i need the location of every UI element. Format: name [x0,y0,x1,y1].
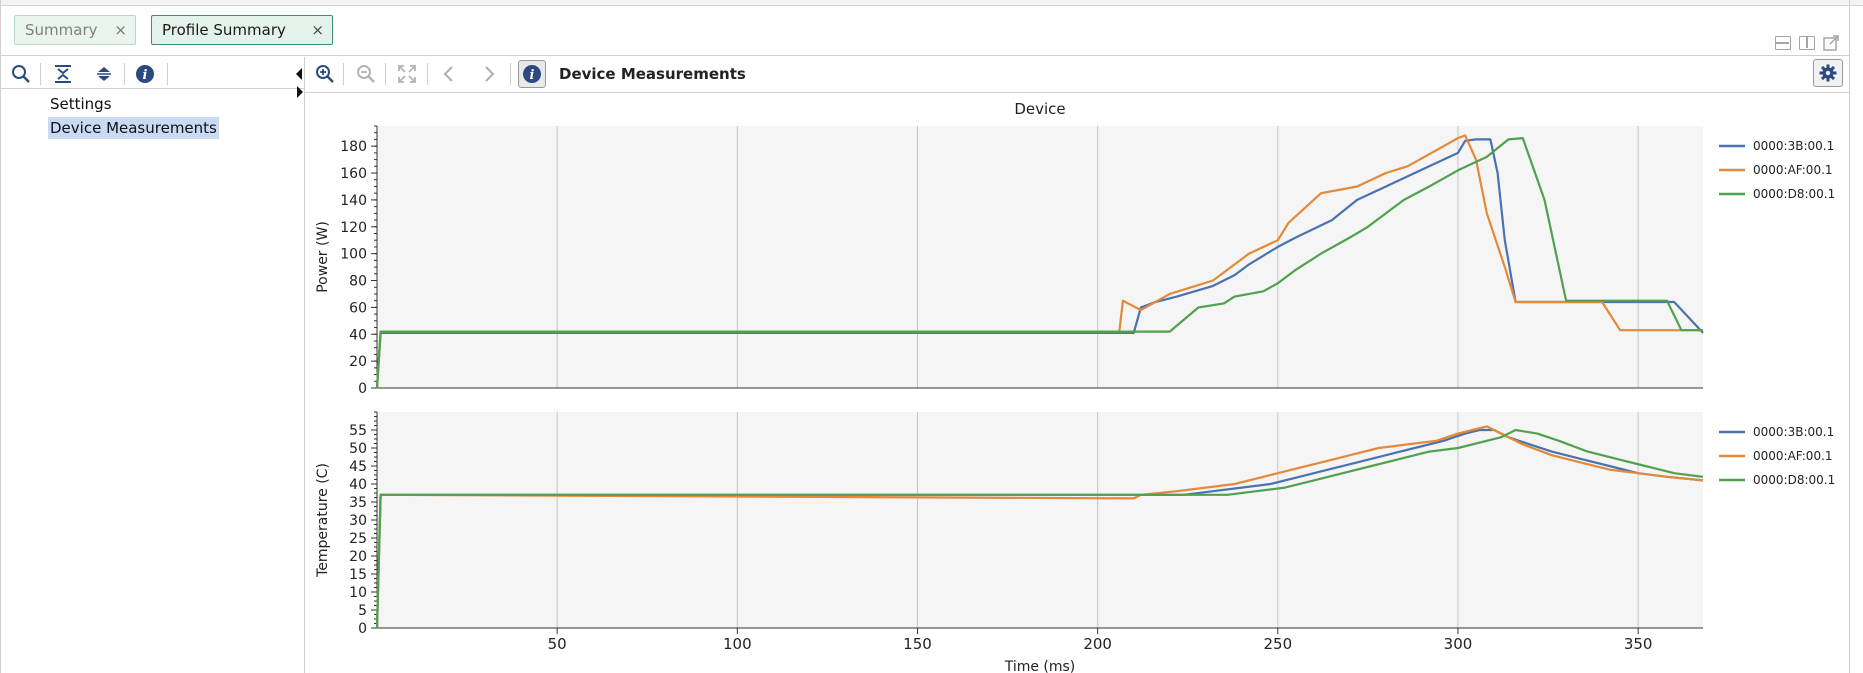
tab-profile-summary[interactable]: Profile Summary × [151,15,333,45]
tab-profile-summary-label: Profile Summary [162,21,286,39]
y-tick-label-0-1: 20 [349,354,367,370]
y-axis-label-0: Power (W) [315,221,331,293]
y-tick-label-0-2: 40 [349,327,367,343]
legend-label-0-0: 0000:3B:00.1 [1753,139,1834,153]
tab-bar: Summary × Profile Summary × [0,6,1849,56]
split-horizontal-icon[interactable] [1775,36,1791,50]
legend-label-1-2: 0000:D8:00.1 [1753,473,1835,487]
y-axis-label-1: Temperature (C) [315,463,331,578]
y-tick-label-1-0: 0 [358,621,367,637]
y-tick-label-1-10: 50 [349,441,367,457]
y-tick-label-0-9: 180 [340,139,367,155]
y-tick-label-0-5: 100 [340,247,367,263]
y-tick-label-1-5: 25 [349,531,367,547]
info-icon: i [522,64,542,84]
tab-summary[interactable]: Summary × [14,15,136,45]
collapse-all-icon[interactable] [51,62,75,86]
report-tree: Settings Device Measurements [48,93,219,141]
tree-toolbar: i [1,57,304,89]
tree-item-settings[interactable]: Settings [50,95,112,113]
tab-summary-label: Summary [25,21,98,39]
series-line-0-2 [375,137,1703,389]
y-tick-label-1-3: 15 [349,567,367,583]
tab-summary-close-icon[interactable]: × [114,21,127,39]
tree-item-device-measurements[interactable]: Device Measurements [48,117,219,139]
series-line-0-1 [375,134,1703,389]
forward-icon[interactable] [477,62,501,86]
legend-label-1-0: 0000:3B:00.1 [1753,425,1834,439]
chart-title: Device [1014,100,1065,118]
device-measurements-chart[interactable]: Device 0 20 40 60 80 100 120 140 160 180 Power (W) 0… [305,94,1849,673]
zoom-out-icon[interactable] [354,62,378,86]
x-tick-label-5: 300 [1444,635,1473,653]
zoom-in-icon[interactable] [313,62,337,86]
series-line-1-1 [375,425,1704,629]
x-axis-label: Time (ms) [1004,659,1076,673]
x-tick-label-6: 350 [1624,635,1653,653]
y-tick-label-0-8: 160 [340,166,367,182]
y-tick-label-0-6: 120 [340,220,367,236]
plot-area-1 [377,412,1703,628]
legend-label-0-1: 0000:AF:00.1 [1753,163,1833,177]
y-tick-label-0-0: 0 [358,381,367,397]
svg-text:i: i [530,68,535,83]
float-window-icon[interactable] [1822,34,1840,52]
window-right-border [1849,0,1850,673]
series-line-1-2 [375,428,1704,629]
y-tick-label-0-3: 60 [349,300,367,316]
series-line-1-0 [375,428,1704,629]
x-tick-label-2: 150 [903,635,932,653]
y-tick-label-1-11: 55 [349,423,367,439]
y-tick-label-1-8: 40 [349,477,367,493]
legend-label-1-1: 0000:AF:00.1 [1753,449,1833,463]
collapse-left-icon[interactable] [295,66,303,80]
plot-area-0 [377,126,1703,388]
back-icon[interactable] [437,62,461,86]
y-tick-label-1-2: 10 [349,585,367,601]
x-tick-label-3: 200 [1083,635,1112,653]
y-tick-label-1-7: 35 [349,495,367,511]
tab-profile-summary-close-icon[interactable]: × [311,21,324,39]
expand-all-icon[interactable] [92,62,116,86]
split-vertical-icon[interactable] [1799,36,1815,50]
search-icon[interactable] [9,62,33,86]
x-tick-label-1: 100 [723,635,752,653]
info-toggle-button[interactable]: i [518,60,546,88]
y-tick-label-0-7: 140 [340,193,367,209]
legend-label-0-2: 0000:D8:00.1 [1753,187,1835,201]
top-edge [0,0,1863,6]
zoom-fit-icon[interactable] [395,62,419,86]
y-tick-label-1-1: 5 [358,603,367,619]
gear-icon [1819,64,1837,82]
y-tick-label-1-9: 45 [349,459,367,475]
panel-splitter[interactable] [304,57,305,673]
y-tick-label-1-4: 20 [349,549,367,565]
svg-text:i: i [143,68,148,83]
x-tick-label-4: 250 [1263,635,1292,653]
x-tick-label-0: 50 [548,635,567,653]
view-title: Device Measurements [559,65,746,83]
info-icon[interactable]: i [133,62,157,86]
y-tick-label-1-6: 30 [349,513,367,529]
y-tick-label-0-4: 80 [349,274,367,290]
expand-right-icon[interactable] [296,84,304,98]
chart-toolbar: i Device Measurements [305,57,1849,93]
settings-button[interactable] [1813,59,1843,87]
window-left-border [0,0,1,673]
